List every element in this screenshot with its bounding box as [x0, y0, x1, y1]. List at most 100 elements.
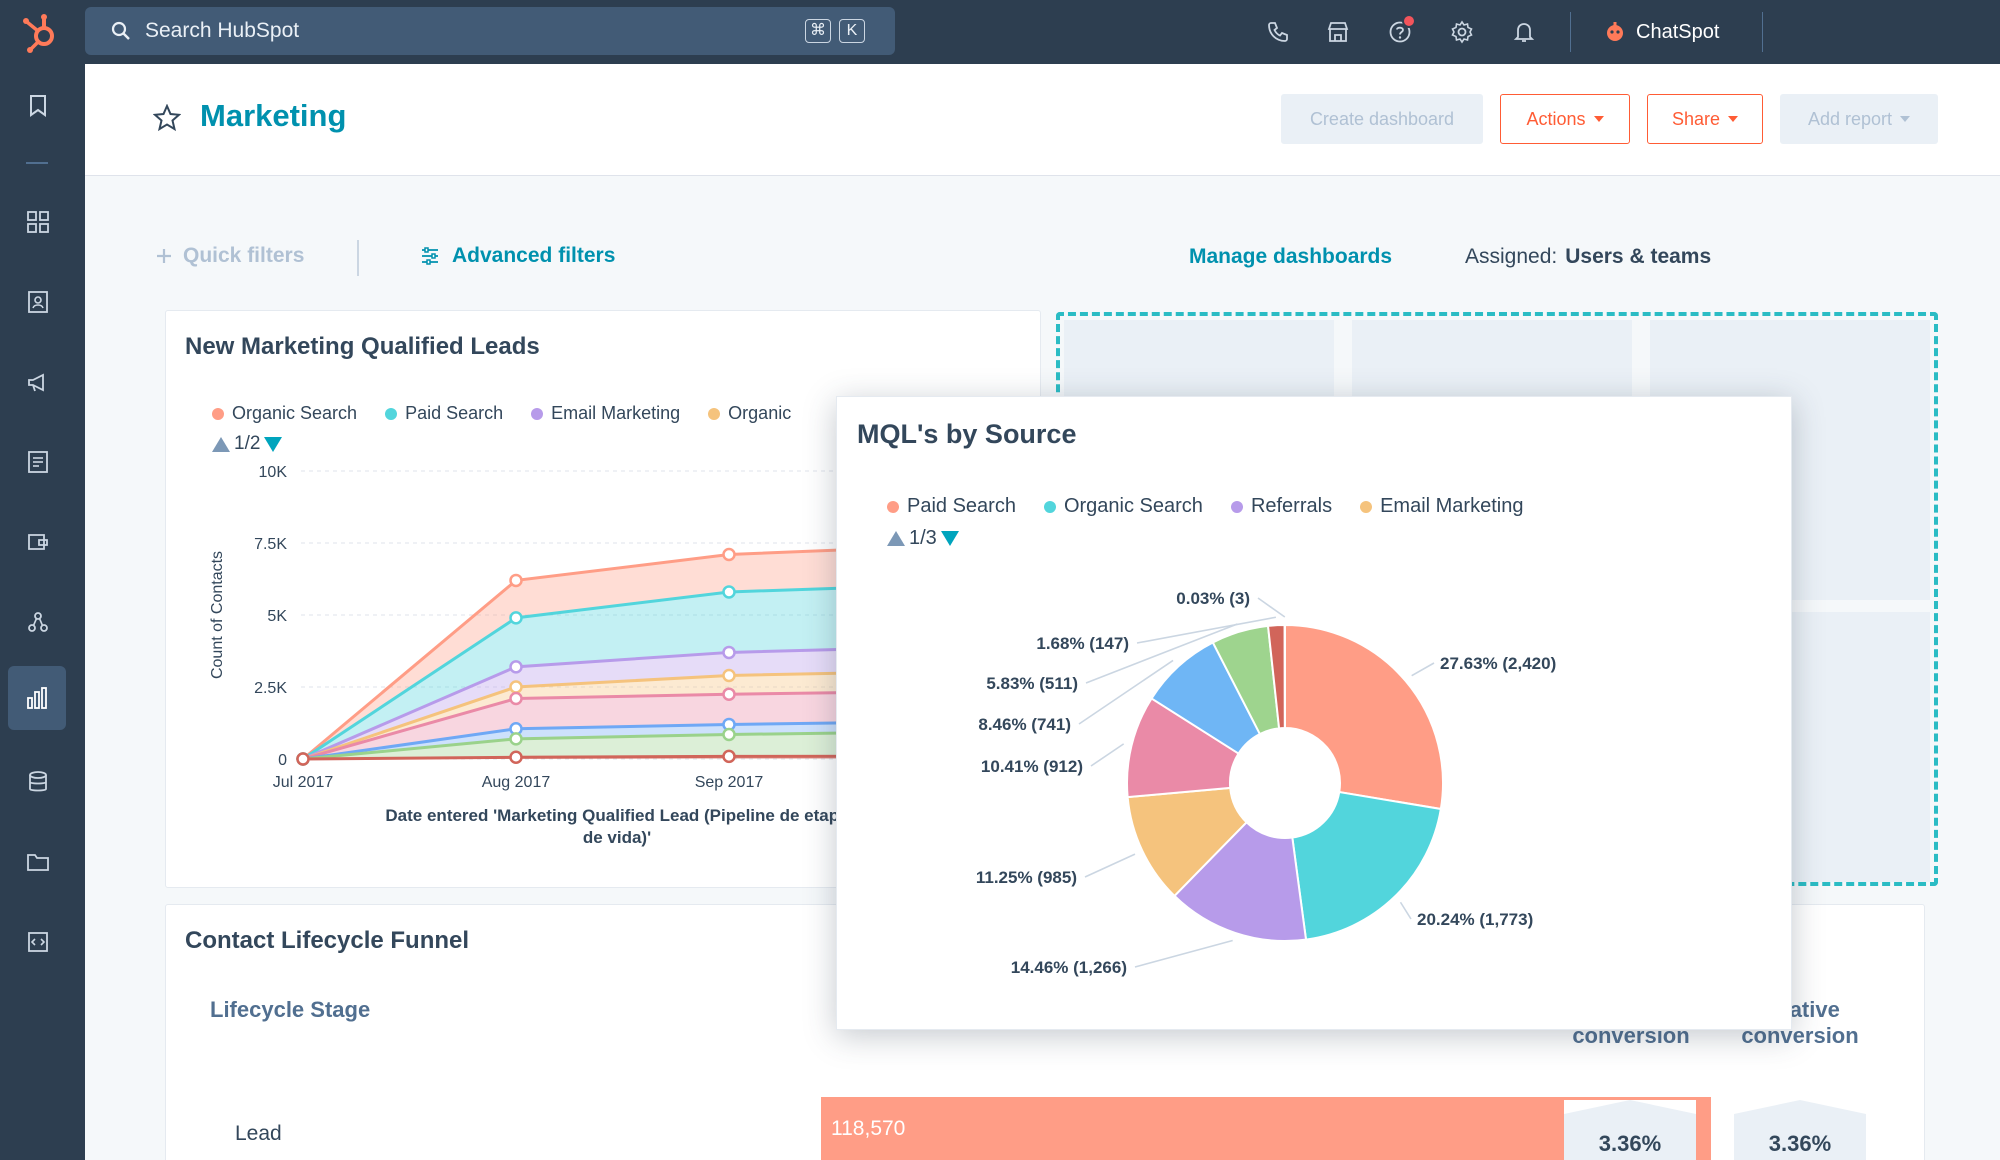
series-line: [302, 689, 943, 761]
report-title: New Marketing Qualified Leads: [185, 333, 540, 360]
series-line: [302, 645, 943, 761]
filter-divider: [357, 240, 359, 276]
top-navigation-bar: Search HubSpot ⌘ K ChatSpot: [0, 0, 2000, 64]
data-point: [509, 732, 523, 746]
pager-prev-icon[interactable]: [212, 436, 230, 452]
data-point: [509, 573, 523, 588]
report-title: MQL's by Source: [857, 419, 1077, 449]
series-line: [302, 544, 943, 761]
reporting-bar-chart-icon[interactable]: [8, 666, 66, 730]
legend-label: Email Marketing: [1380, 495, 1524, 517]
dashboard-header: Marketing Create dashboard Actions Share…: [85, 64, 2000, 176]
sliders-icon: [422, 247, 438, 265]
plus-icon: [157, 249, 171, 263]
y-tick-label: 10K: [259, 464, 288, 481]
legend-pager: 1/3: [887, 527, 959, 550]
funnel-bar[interactable]: [821, 1097, 1711, 1160]
data-point: [509, 611, 523, 625]
y-axis-label: Count of Contacts: [209, 551, 226, 679]
series-line: [302, 583, 943, 761]
legend-item[interactable]: Organic Search: [212, 403, 357, 424]
cumulative-conversion-value: 3.36%: [1734, 1100, 1866, 1160]
pager-next-icon[interactable]: [940, 531, 959, 546]
pager-label: 1/3: [909, 527, 937, 549]
legend-dot: [385, 407, 398, 420]
pie-slice: [1173, 820, 1308, 942]
advanced-filters-button[interactable]: Advanced filters: [420, 244, 615, 268]
search-input[interactable]: Search HubSpot ⌘ K: [85, 7, 895, 55]
assigned-label: Assigned:: [1465, 245, 1558, 268]
data-point: [722, 585, 736, 599]
contacts-icon[interactable]: [20, 284, 56, 320]
share-label: Share: [1671, 108, 1721, 129]
bookmarks-icon[interactable]: [20, 88, 56, 124]
workspaces-grid-icon[interactable]: [20, 204, 56, 240]
legend-item[interactable]: Paid Search: [887, 495, 1016, 518]
legend-item[interactable]: Paid Search: [385, 403, 503, 424]
conversion-value: 3.36%: [1564, 1100, 1696, 1160]
pie-leader-line: [1090, 743, 1125, 767]
legend-pager: 1/2: [212, 433, 283, 455]
topbar-divider-2: [1762, 12, 1763, 52]
development-code-icon[interactable]: [20, 924, 56, 960]
pager-prev-icon[interactable]: [887, 531, 905, 546]
automation-icon[interactable]: [20, 604, 56, 640]
data-point: [509, 750, 523, 765]
marketing-megaphone-icon[interactable]: [20, 364, 56, 400]
mql-by-source-report-card[interactable]: MQL's by Source Paid Search Organic Sear…: [836, 396, 1792, 1030]
lifecycle-stage-header: Lifecycle Stage: [210, 997, 371, 1022]
legend-item[interactable]: Organic Search: [1043, 495, 1203, 518]
pie-leader-line: [1411, 662, 1435, 677]
series-area: [303, 731, 942, 759]
quick-filters-button[interactable]: Quick filters: [155, 244, 304, 268]
favorite-star-icon[interactable]: [153, 104, 181, 132]
y-tick-label: 7.5K: [254, 536, 287, 553]
chatspot-button[interactable]: ChatSpot: [1604, 16, 1719, 48]
data-point: [722, 749, 736, 764]
quick-filters-label: Quick filters: [183, 244, 305, 267]
chevron-down-icon: [1593, 116, 1604, 122]
series-area: [303, 584, 942, 759]
phone-icon[interactable]: [1262, 16, 1294, 48]
legend-label: Organic Search: [1063, 495, 1203, 517]
legend-label: Email Marketing: [551, 403, 681, 423]
data-point: [722, 668, 736, 683]
library-folder-icon[interactable]: [20, 844, 56, 880]
help-icon[interactable]: [1384, 14, 1416, 48]
legend-item[interactable]: Email Marketing: [1360, 495, 1523, 518]
pie-data-label: 5.83% (511): [986, 674, 1078, 693]
cumulative-value-text: 3.36%: [1768, 1131, 1832, 1156]
commerce-wallet-icon[interactable]: [20, 524, 56, 560]
hubspot-logo-icon[interactable]: [18, 10, 62, 54]
donut-chart: 27.63% (2,420) 20.24% (1,773) 14.46% (1,26…: [976, 589, 1556, 977]
pie-data-label: 14.46% (1,266): [1011, 958, 1127, 977]
page-title: Marketing: [200, 98, 347, 133]
add-report-label: Add report: [1807, 108, 1893, 129]
pie-leader-line: [1085, 623, 1238, 684]
x-tick-label: Jul 2017: [273, 774, 334, 791]
notifications-bell-icon[interactable]: [1508, 16, 1540, 48]
data-management-icon[interactable]: [20, 764, 56, 800]
data-point: [722, 687, 736, 701]
add-report-button[interactable]: Add report: [1780, 94, 1938, 144]
legend-dot: [708, 407, 721, 420]
settings-gear-icon[interactable]: [1446, 16, 1478, 48]
pie-data-label: 11.25% (985): [976, 868, 1077, 887]
actions-button[interactable]: Actions: [1500, 94, 1630, 144]
assigned-info[interactable]: Assigned: Users & teams: [1465, 245, 1711, 269]
pie-leader-line: [1136, 616, 1277, 644]
manage-dashboards-link[interactable]: Manage dashboards: [1189, 245, 1393, 268]
content-icon[interactable]: [20, 444, 56, 480]
legend-item[interactable]: Referrals: [1230, 495, 1332, 518]
legend-item[interactable]: Organic: [708, 403, 791, 424]
legend-label: Paid Search: [907, 495, 1016, 517]
pager-next-icon[interactable]: [264, 436, 283, 452]
marketplace-icon[interactable]: [1322, 16, 1354, 48]
chevron-down-icon: [1900, 116, 1911, 122]
legend-item[interactable]: Email Marketing: [531, 403, 680, 424]
x-tick-label: Aug 2017: [482, 774, 551, 791]
pie-data-label: 10.41% (912): [981, 757, 1083, 776]
share-button[interactable]: Share: [1647, 94, 1763, 144]
legend-dot: [887, 500, 899, 513]
create-dashboard-button[interactable]: Create dashboard: [1281, 94, 1483, 144]
